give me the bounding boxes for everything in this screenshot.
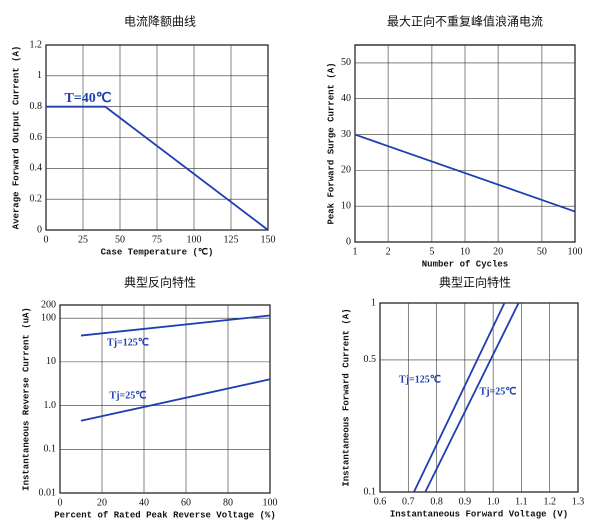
y-tick-label: 100	[41, 312, 56, 323]
y-tick-label: 0.8	[30, 101, 43, 112]
y-axis-label: Peak Forward Surge Current (A)	[326, 62, 336, 224]
x-axis-label: Number of Cycles	[422, 259, 508, 269]
series-line	[80, 314, 271, 337]
x-tick-label: 1.1	[515, 496, 528, 507]
x-tick-label: 100	[187, 234, 202, 245]
x-tick-label: 0.9	[459, 496, 472, 507]
y-tick-label: 0.5	[364, 354, 377, 365]
x-tick-label: 50	[115, 234, 125, 245]
series-line	[354, 133, 576, 213]
y-tick-label: 0.01	[39, 487, 57, 498]
x-tick-label: 20	[97, 497, 107, 508]
x-tick-label: 1.3	[572, 496, 585, 507]
y-tick-label: 40	[341, 93, 351, 104]
series-label: Tj=125℃	[107, 337, 149, 348]
x-tick-label: 1.0	[487, 496, 500, 507]
x-tick-label: 0.6	[374, 496, 387, 507]
series-line	[46, 105, 269, 231]
y-tick-label: 0.4	[30, 163, 43, 174]
x-axis-label: Case Temperature (℃)	[101, 246, 214, 257]
x-tick-label: 2	[386, 246, 391, 257]
x-tick-label: 0.7	[402, 496, 415, 507]
series-line	[413, 302, 506, 493]
x-tick-label: 50	[537, 246, 547, 257]
x-axis-label: Instantaneous Forward Voltage (V)	[390, 509, 568, 519]
y-axis-label: Instantaneous Forward Current (A)	[341, 308, 351, 486]
plot-area	[59, 304, 271, 494]
y-tick-label: 0	[346, 236, 351, 247]
y-tick-label: 1	[37, 70, 42, 81]
x-tick-label: 125	[224, 234, 239, 245]
y-axis-label: Instantaneous Reverse Current (uA)	[21, 307, 31, 491]
y-tick-label: 0.2	[30, 193, 43, 204]
y-tick-label: 0	[37, 224, 42, 235]
y-tick-label: 10	[341, 200, 351, 211]
x-tick-label: 0	[58, 497, 63, 508]
y-tick-label: 200	[41, 299, 56, 310]
plot-area	[379, 302, 579, 493]
y-tick-label: 0.1	[44, 444, 57, 455]
series-line	[80, 378, 271, 422]
x-tick-label: 25	[78, 234, 88, 245]
x-axis-label: Percent of Rated Peak Reverse Voltage (%…	[54, 510, 275, 520]
chart-title: 电流降额曲线	[124, 15, 196, 29]
x-tick-label: 0	[44, 234, 49, 245]
x-tick-label: 10	[460, 246, 470, 257]
y-tick-label: 20	[341, 165, 351, 176]
y-axis-label: Average Forward Output Current (A)	[11, 46, 21, 230]
chart-title: 典型反向特性	[124, 275, 196, 290]
x-tick-label: 75	[152, 234, 162, 245]
x-tick-label: 20	[493, 246, 503, 257]
series-label: Tj=125℃	[399, 374, 441, 385]
x-tick-label: 100	[568, 246, 583, 257]
x-tick-label: 60	[181, 497, 191, 508]
y-tick-label: 30	[341, 129, 351, 140]
series-label: Tj=25℃	[110, 390, 147, 401]
x-tick-label: 1	[353, 246, 358, 257]
y-tick-label: 0.1	[364, 486, 377, 497]
series-line	[424, 302, 520, 493]
y-tick-label: 1.2	[30, 39, 43, 50]
y-tick-label: 10	[46, 356, 56, 367]
x-tick-label: 1.2	[543, 496, 556, 507]
x-tick-label: 150	[261, 234, 276, 245]
y-tick-label: 1.0	[44, 400, 57, 411]
x-tick-label: 80	[223, 497, 233, 508]
y-tick-label: 1	[371, 297, 376, 308]
x-tick-label: 0.8	[430, 496, 443, 507]
series-label: Tj=25℃	[480, 386, 517, 397]
y-tick-label: 0.6	[30, 132, 43, 143]
chart-title: 最大正向不重复峰值浪涌电流	[387, 14, 543, 29]
x-tick-label: 40	[139, 497, 149, 508]
x-tick-label: 5	[429, 246, 434, 257]
annotation: T=40℃	[64, 91, 111, 106]
chart-title: 典型正向特性	[439, 275, 511, 290]
y-tick-label: 50	[341, 57, 351, 68]
x-tick-label: 100	[263, 497, 278, 508]
